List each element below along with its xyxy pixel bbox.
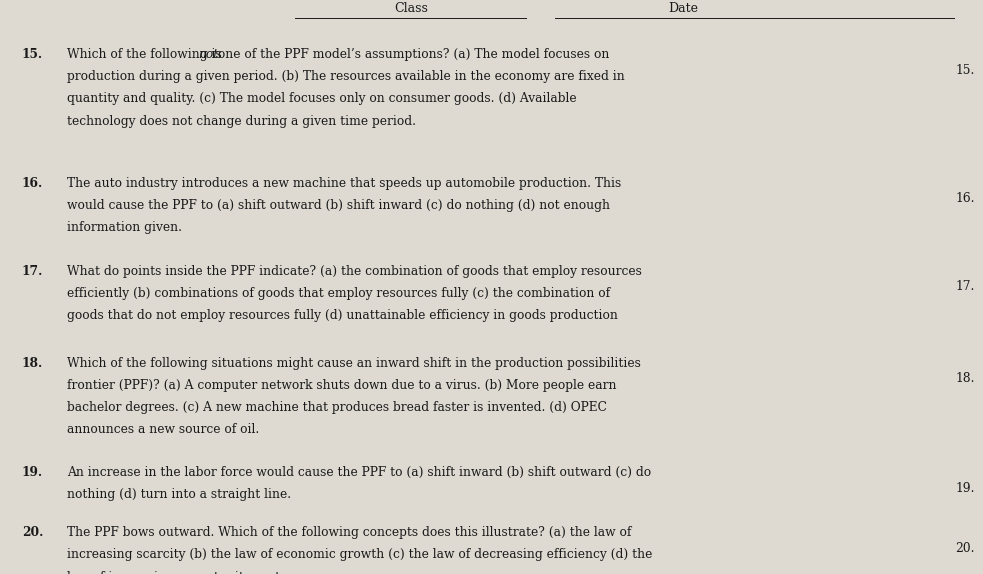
Text: announces a new source of oil.: announces a new source of oil. <box>67 424 260 436</box>
Text: The PPF bows outward. Which of the following concepts does this illustrate? (a) : The PPF bows outward. Which of the follo… <box>67 526 631 540</box>
Text: law of increasing opportunity cost: law of increasing opportunity cost <box>67 571 280 574</box>
Text: increasing scarcity (b) the law of economic growth (c) the law of decreasing eff: increasing scarcity (b) the law of econo… <box>67 549 652 561</box>
Text: 19.: 19. <box>22 466 42 479</box>
Text: Date: Date <box>668 2 698 15</box>
Text: Class: Class <box>394 2 428 15</box>
Text: frontier (PPF)? (a) A computer network shuts down due to a virus. (b) More peopl: frontier (PPF)? (a) A computer network s… <box>67 379 616 392</box>
Text: 19.: 19. <box>955 482 975 495</box>
Text: Which of the following is: Which of the following is <box>67 48 225 61</box>
Text: production during a given period. (b) The resources available in the economy are: production during a given period. (b) Th… <box>67 70 624 83</box>
Text: 15.: 15. <box>955 64 975 77</box>
Text: What do points inside the PPF indicate? (a) the combination of goods that employ: What do points inside the PPF indicate? … <box>67 265 642 278</box>
Text: bachelor degrees. (c) A new machine that produces bread faster is invented. (d) : bachelor degrees. (c) A new machine that… <box>67 401 607 414</box>
Text: one of the PPF model’s assumptions? (a) The model focuses on: one of the PPF model’s assumptions? (a) … <box>213 48 609 61</box>
Text: would cause the PPF to (a) shift outward (b) shift inward (c) do nothing (d) not: would cause the PPF to (a) shift outward… <box>67 199 609 212</box>
Text: 17.: 17. <box>22 265 43 278</box>
Text: The auto industry introduces a new machine that speeds up automobile production.: The auto industry introduces a new machi… <box>67 177 621 190</box>
Text: 17.: 17. <box>955 280 975 293</box>
Text: efficiently (b) combinations of goods that employ resources fully (c) the combin: efficiently (b) combinations of goods th… <box>67 286 610 300</box>
Text: not: not <box>199 48 218 61</box>
Text: 20.: 20. <box>22 526 43 540</box>
Text: information given.: information given. <box>67 221 182 234</box>
Text: technology does not change during a given time period.: technology does not change during a give… <box>67 115 416 127</box>
Text: Which of the following situations might cause an inward shift in the production : Which of the following situations might … <box>67 357 641 370</box>
Text: An increase in the labor force would cause the PPF to (a) shift inward (b) shift: An increase in the labor force would cau… <box>67 466 651 479</box>
Text: nothing (d) turn into a straight line.: nothing (d) turn into a straight line. <box>67 488 291 501</box>
Text: goods that do not employ resources fully (d) unattainable efficiency in goods pr: goods that do not employ resources fully… <box>67 309 617 322</box>
Text: 15.: 15. <box>22 48 42 61</box>
Text: quantity and quality. (c) The model focuses only on consumer goods. (d) Availabl: quantity and quality. (c) The model focu… <box>67 92 576 106</box>
Text: 20.: 20. <box>955 542 975 555</box>
Text: 16.: 16. <box>955 192 975 205</box>
Text: 18.: 18. <box>22 357 43 370</box>
Text: 16.: 16. <box>22 177 43 190</box>
Text: 18.: 18. <box>955 373 975 386</box>
